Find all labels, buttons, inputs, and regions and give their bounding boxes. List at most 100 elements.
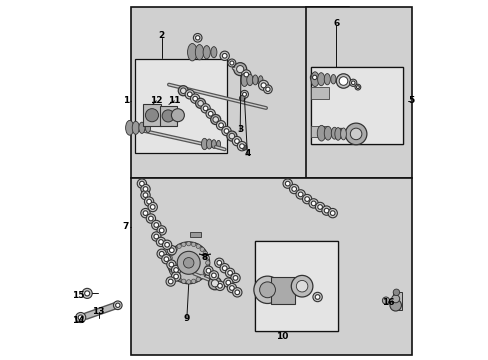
Bar — [392, 292, 401, 310]
Circle shape — [162, 240, 171, 249]
Circle shape — [150, 204, 155, 210]
Circle shape — [198, 100, 203, 106]
Circle shape — [186, 242, 190, 246]
Ellipse shape — [330, 75, 335, 84]
Bar — [134, 59, 226, 153]
Circle shape — [239, 144, 244, 148]
Circle shape — [233, 63, 246, 76]
Circle shape — [321, 206, 330, 215]
Ellipse shape — [203, 46, 210, 59]
Circle shape — [168, 266, 172, 270]
Circle shape — [295, 190, 305, 199]
Circle shape — [82, 288, 92, 298]
Circle shape — [166, 277, 175, 286]
Circle shape — [205, 261, 209, 265]
Circle shape — [218, 123, 223, 128]
Circle shape — [227, 59, 235, 67]
Circle shape — [185, 90, 194, 99]
Circle shape — [157, 226, 166, 235]
Circle shape — [84, 291, 89, 296]
Circle shape — [211, 273, 216, 278]
Circle shape — [349, 128, 361, 140]
Circle shape — [236, 66, 243, 73]
Circle shape — [196, 277, 200, 282]
Circle shape — [169, 262, 173, 267]
Ellipse shape — [145, 123, 150, 132]
Circle shape — [162, 110, 174, 122]
Circle shape — [167, 246, 176, 255]
Circle shape — [310, 73, 318, 82]
Ellipse shape — [201, 138, 207, 150]
Circle shape — [193, 33, 202, 42]
Circle shape — [317, 204, 322, 210]
Circle shape — [216, 121, 225, 130]
Circle shape — [170, 251, 174, 256]
Circle shape — [143, 193, 147, 197]
Circle shape — [242, 92, 246, 96]
Text: 11: 11 — [168, 96, 180, 105]
Circle shape — [327, 208, 337, 218]
Circle shape — [308, 199, 318, 208]
Circle shape — [168, 279, 173, 284]
Circle shape — [177, 277, 181, 282]
Circle shape — [234, 290, 239, 294]
Ellipse shape — [317, 73, 324, 86]
Ellipse shape — [340, 128, 346, 140]
Bar — [142, 104, 161, 126]
Text: 12: 12 — [150, 96, 162, 105]
Circle shape — [224, 129, 228, 133]
Circle shape — [232, 288, 242, 297]
Circle shape — [354, 84, 360, 90]
Circle shape — [173, 274, 178, 279]
Circle shape — [312, 292, 322, 302]
Circle shape — [265, 87, 269, 91]
Circle shape — [244, 72, 248, 77]
Circle shape — [230, 273, 240, 283]
Circle shape — [289, 184, 298, 194]
Bar — [305, 7, 411, 178]
Circle shape — [214, 258, 224, 267]
Circle shape — [192, 96, 197, 101]
Circle shape — [263, 85, 272, 94]
Ellipse shape — [324, 126, 331, 140]
Circle shape — [137, 179, 146, 188]
Circle shape — [158, 240, 163, 244]
Circle shape — [315, 294, 319, 300]
Circle shape — [258, 80, 268, 90]
Text: 13: 13 — [92, 307, 105, 316]
Circle shape — [169, 248, 174, 253]
Circle shape — [113, 301, 122, 310]
Ellipse shape — [338, 128, 343, 138]
Circle shape — [226, 131, 237, 141]
Text: 2: 2 — [158, 31, 164, 40]
Circle shape — [212, 117, 218, 122]
Circle shape — [180, 88, 186, 94]
Circle shape — [173, 247, 177, 252]
Ellipse shape — [206, 139, 211, 149]
Circle shape — [229, 133, 234, 139]
Circle shape — [191, 279, 195, 283]
Circle shape — [225, 280, 230, 285]
Circle shape — [229, 61, 233, 65]
Circle shape — [190, 94, 200, 103]
Circle shape — [240, 90, 248, 98]
Circle shape — [206, 269, 210, 273]
Circle shape — [151, 220, 161, 230]
Circle shape — [382, 297, 389, 304]
Circle shape — [215, 281, 224, 291]
Text: 15: 15 — [72, 291, 84, 300]
Circle shape — [225, 268, 234, 278]
Ellipse shape — [216, 140, 220, 148]
Text: 7: 7 — [122, 222, 129, 231]
Circle shape — [148, 216, 153, 221]
Circle shape — [391, 295, 399, 303]
Ellipse shape — [246, 74, 252, 86]
Circle shape — [253, 276, 281, 303]
Circle shape — [146, 199, 151, 204]
Circle shape — [234, 139, 239, 143]
Ellipse shape — [210, 47, 217, 58]
Circle shape — [195, 36, 200, 40]
Text: 4: 4 — [244, 149, 251, 158]
Circle shape — [259, 282, 275, 298]
Circle shape — [351, 81, 354, 85]
